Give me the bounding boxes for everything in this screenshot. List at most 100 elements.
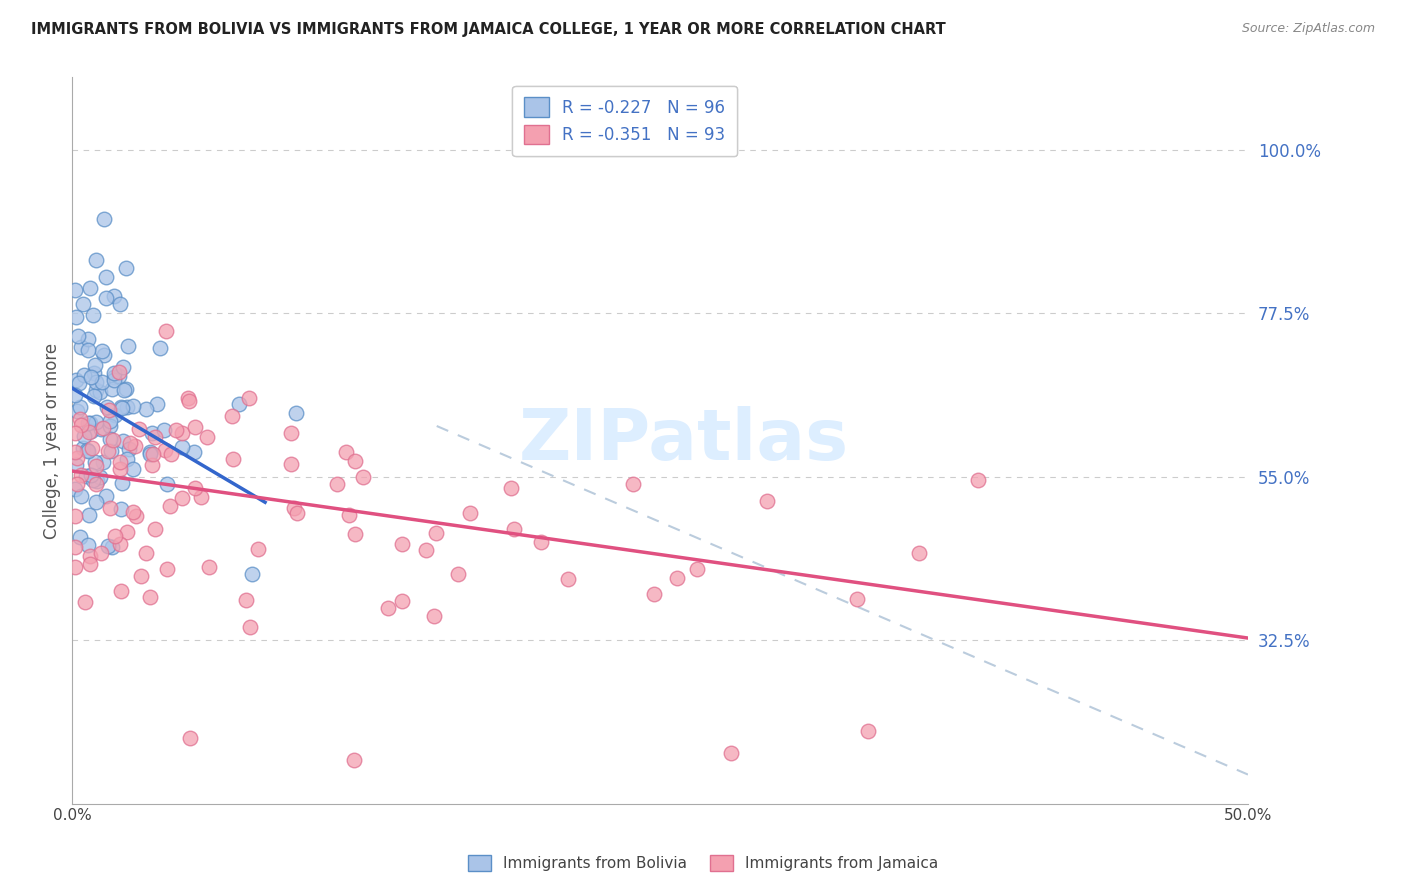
Point [179,731,201,746]
Point [84,495,107,509]
Point [93,421,115,435]
Point [84,252,107,267]
Point [96,291,118,305]
Point [111,475,134,490]
Point [69,411,91,425]
Point [128,422,150,436]
Point [63,425,86,440]
Point [240,567,263,582]
Point [115,524,138,539]
Point [80,441,103,455]
Point [98,432,121,446]
Point [141,426,163,441]
Point [69,417,91,432]
Point [84,383,107,397]
Point [335,444,357,458]
Point [287,506,309,520]
Point [447,567,470,582]
Point [160,447,183,461]
Legend: R = -0.227   N = 96, R = -0.351   N = 93: R = -0.227 N = 96, R = -0.351 N = 93 [512,86,737,156]
Point [98,418,121,433]
Point [93,349,115,363]
Point [499,481,522,495]
Point [344,526,367,541]
Point [69,467,91,482]
Point [530,535,553,549]
Point [110,584,132,599]
Point [79,281,101,295]
Point [623,477,645,491]
Point [339,508,361,523]
Point [97,444,120,458]
Point [103,373,125,387]
Point [756,494,779,508]
Point [159,499,181,513]
Point [115,401,138,415]
Point [96,489,118,503]
Point [108,461,131,475]
Point [146,397,169,411]
Point [76,416,98,430]
Point [391,536,413,550]
Point [415,543,437,558]
Point [184,482,207,496]
Point [153,423,176,437]
Point [343,753,366,767]
Point [177,391,200,405]
Point [377,601,399,615]
Point [103,289,125,303]
Point [100,414,122,428]
Point [91,454,114,468]
Point [83,389,105,403]
Point [139,447,162,461]
Point [84,415,107,429]
Point [101,540,124,554]
Point [238,391,260,405]
Text: Source: ZipAtlas.com: Source: ZipAtlas.com [1241,22,1375,36]
Point [84,477,107,491]
Point [391,594,413,608]
Point [63,283,86,297]
Point [141,458,163,473]
Point [77,538,100,552]
Point [103,369,125,384]
Point [122,461,145,475]
Point [139,590,162,604]
Point [110,401,132,415]
Point [117,339,139,353]
Point [84,359,107,373]
Point [69,530,91,544]
Point [165,423,187,437]
Point [966,474,988,488]
Point [221,409,243,423]
Point [73,429,96,443]
Point [80,424,103,438]
Point [156,477,179,491]
Point [96,400,118,414]
Point [124,439,146,453]
Point [82,473,104,487]
Point [80,370,103,384]
Point [156,562,179,576]
Point [686,562,709,576]
Point [124,509,146,524]
Point [76,468,98,483]
Point [77,508,100,522]
Point [90,344,112,359]
Point [101,382,124,396]
Point [72,297,94,311]
Point [235,593,257,607]
Point [82,308,104,322]
Point [190,490,212,504]
Point [97,539,120,553]
Point [115,452,138,467]
Point [98,500,121,515]
Point [66,329,89,343]
Point [856,723,879,738]
Point [90,422,112,436]
Point [110,455,132,469]
Point [170,425,193,440]
Point [83,367,105,381]
Point [198,560,221,574]
Point [66,477,89,491]
